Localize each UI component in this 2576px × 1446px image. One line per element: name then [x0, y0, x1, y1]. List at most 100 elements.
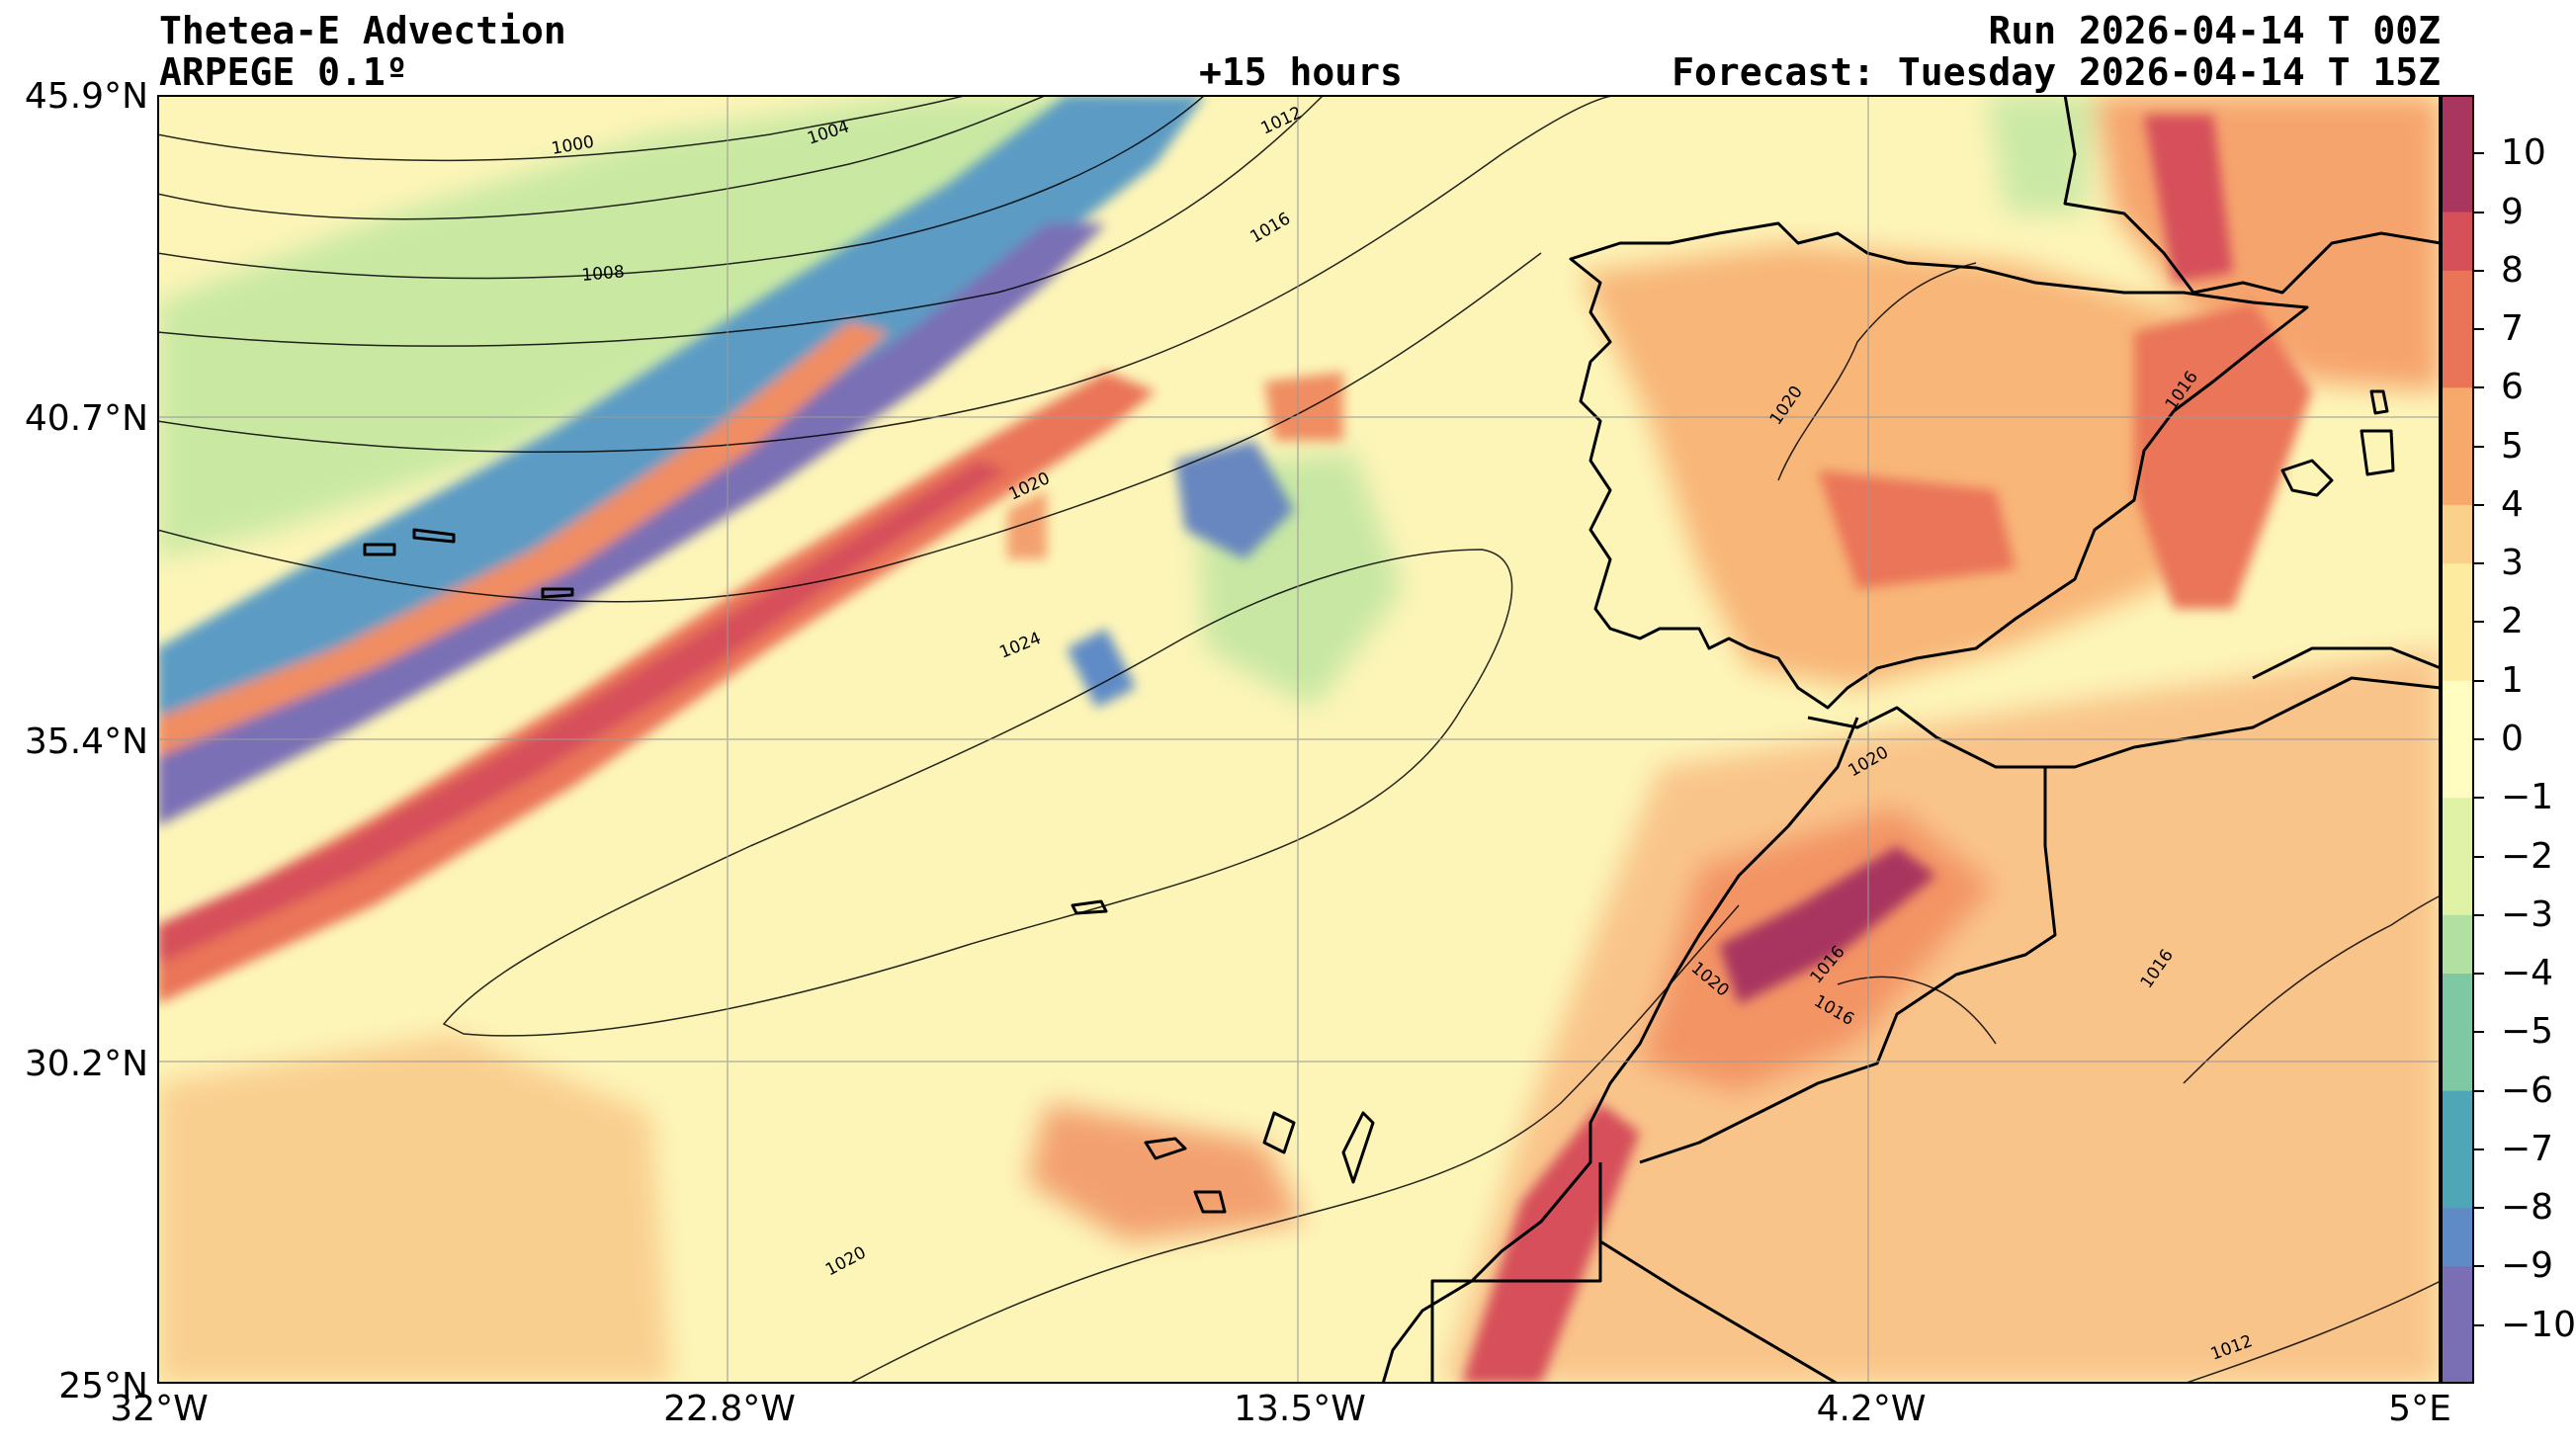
colorbar-tick [2474, 328, 2484, 331]
theta-e-advection-map: 1000 1004 1008 1012 1016 1020 1024 1020 … [157, 95, 2441, 1384]
lon-label: 22.8°W [663, 1389, 796, 1429]
coastline-canary-c [1144, 1137, 1187, 1160]
lon-label: 13.5°W [1234, 1389, 1366, 1429]
colorbar [2441, 95, 2474, 1384]
lat-label: 45.9°N [24, 76, 148, 117]
colorbar-step [2441, 212, 2474, 272]
colorbar-tick [2474, 269, 2484, 272]
colorbar-tick-label: 3 [2501, 543, 2524, 584]
colorbar-tick [2474, 679, 2484, 682]
colorbar-step [2441, 622, 2474, 682]
warm-patch-canaries [1027, 1103, 1304, 1241]
colorbar-tick [2474, 1031, 2484, 1034]
colorbar-tick-label: 1 [2501, 659, 2524, 701]
coastline-canary-d [1193, 1190, 1227, 1214]
border-morocco-algeria [1639, 767, 2057, 1164]
colorbar-step [2441, 680, 2474, 740]
warm-blob-atlas-core [1719, 846, 1936, 1004]
lat-label: 30.2°N [24, 1044, 148, 1084]
cold-blob-south [1067, 629, 1136, 708]
colorbar-step [2441, 1090, 2474, 1150]
lon-label: 5°E [2388, 1389, 2451, 1429]
colorbar-step [2441, 914, 2474, 975]
isobar-1016-atlas [1837, 976, 1997, 1045]
coastline-madeira [1071, 899, 1108, 915]
colorbar-step [2441, 1208, 2474, 1267]
lon-label: 4.2°W [1816, 1389, 1927, 1429]
colorbar-step [2441, 856, 2474, 916]
colorbar-tick [2474, 1148, 2484, 1150]
coastline-sardinia [2360, 429, 2395, 476]
warm-blob-iberia-center [1818, 470, 2016, 589]
colorbar-tick [2474, 386, 2484, 389]
isobar-1024 [442, 549, 1513, 1037]
chart-title: Thetea-E Advection [159, 9, 566, 52]
lat-label: 35.4°N [24, 722, 148, 762]
isobar-1012-south [2183, 1280, 2441, 1384]
coastline-azores-c [541, 587, 574, 599]
colorbar-step [2441, 95, 2474, 154]
colorbar-step [2441, 329, 2474, 388]
colorbar-tick-label: 7 [2501, 308, 2524, 350]
lat-label: 25°N [58, 1366, 148, 1406]
lat-label: 40.7°N [24, 398, 148, 439]
warm-blob-catalonia [2134, 302, 2312, 609]
coastline-canary-a [1262, 1111, 1296, 1154]
coastline-france [2063, 95, 2441, 295]
isobar-1020-south [848, 904, 1740, 1384]
colorbar-step [2441, 387, 2474, 448]
isobar-1004 [157, 95, 1048, 220]
colorbar-tick-label: 4 [2501, 483, 2524, 525]
warm-patch-southwest [157, 1034, 671, 1384]
colorbar-tick-label: 6 [2501, 367, 2524, 408]
coastline-canary-b [1341, 1111, 1375, 1184]
colorbar-tick [2474, 1089, 2484, 1092]
cool-band-north [157, 95, 1146, 559]
run-label: Run 2026-04-14 T 00Z [1988, 9, 2441, 52]
forecast-label: Forecast: Tuesday 2026-04-14 T 15Z [1672, 50, 2441, 94]
colorbar-tick [2474, 445, 2484, 448]
isobar-1016-africa [2183, 894, 2441, 1084]
lon-label: 32°W [110, 1389, 209, 1429]
coastline-north-africa-east [2252, 646, 2441, 680]
colorbar-tick-label: 5 [2501, 425, 2524, 467]
colorbar-tick-label: −3 [2501, 893, 2554, 935]
colorbar-tick-label: 2 [2501, 601, 2524, 642]
isobar-1020-iberia [1777, 262, 1977, 481]
warm-blob-west-sahara [1462, 1103, 1640, 1384]
colorbar-step [2441, 1324, 2474, 1384]
colorbar-tick [2474, 1265, 2484, 1268]
warm-area-iberia [1581, 243, 2273, 688]
colorbar-tick [2474, 973, 2484, 976]
isobar-1012 [157, 95, 1325, 347]
border-mauritania [1599, 1239, 1839, 1384]
coastline-corsica [2369, 389, 2389, 415]
border-western-sahara [1430, 1162, 1602, 1384]
lead-time-label: +15 hours [1199, 50, 1403, 94]
colorbar-step [2441, 798, 2474, 858]
colorbar-tick-label: −7 [2501, 1128, 2554, 1169]
coastline-iberia [1569, 221, 2309, 710]
model-label: ARPEGE 0.1º [159, 50, 408, 94]
colorbar-tick-label: 8 [2501, 249, 2524, 291]
isobar-1020-north [157, 252, 1542, 603]
colorbar-tick [2474, 621, 2484, 624]
colorbar-tick-label: −4 [2501, 953, 2554, 994]
coastline-morocco-algeria [1381, 717, 1859, 1384]
colorbar-step [2441, 153, 2474, 213]
isobar-1008 [157, 95, 1206, 280]
colorbar-tick [2474, 562, 2484, 565]
colorbar-tick [2474, 503, 2484, 506]
coastline-azores-b [363, 543, 396, 556]
colorbar-tick-label: −1 [2501, 777, 2554, 818]
isobar-1000 [157, 95, 969, 162]
colorbar-step [2441, 974, 2474, 1033]
colorbar-tick-label: 10 [2501, 132, 2546, 174]
colorbar-tick [2474, 1323, 2484, 1326]
coastline-north-africa [1807, 676, 2441, 769]
colorbar-step [2441, 504, 2474, 564]
colorbar-step [2441, 1032, 2474, 1092]
colorbar-step [2441, 739, 2474, 799]
colorbar-tick-label: −9 [2501, 1245, 2554, 1287]
colorbar-tick-label: −6 [2501, 1069, 2554, 1111]
